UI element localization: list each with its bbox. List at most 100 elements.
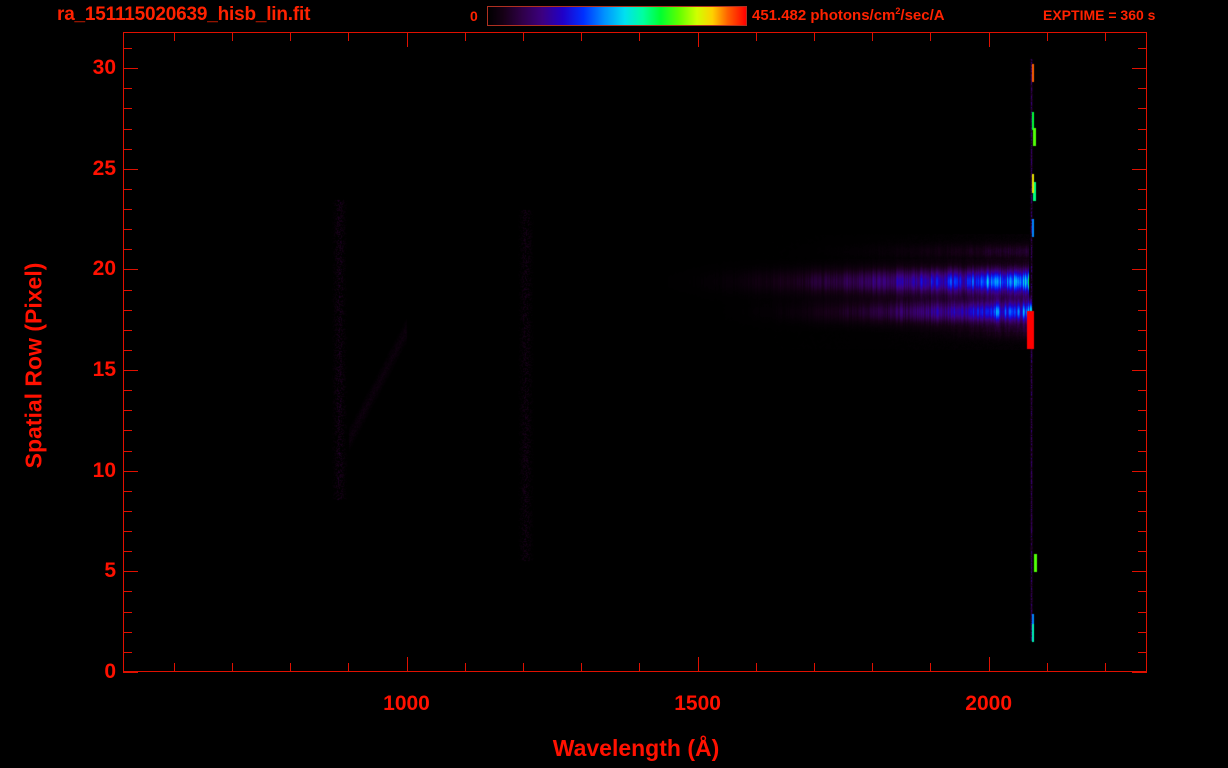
y-minor-tick-right (1138, 551, 1147, 552)
y-minor-tick-right (1138, 591, 1147, 592)
y-minor-tick (123, 48, 132, 49)
y-tick-label: 5 (104, 559, 116, 583)
x-minor-tick-top (872, 32, 873, 41)
y-tick-label: 10 (92, 458, 116, 482)
y-minor-tick (123, 551, 132, 552)
y-minor-tick-right (1138, 430, 1147, 431)
y-major-tick (123, 269, 138, 270)
y-minor-tick (123, 410, 132, 411)
y-major-tick (123, 370, 138, 371)
x-tick-label: 2000 (965, 692, 1012, 715)
x-major-tick-top (698, 32, 699, 47)
y-major-tick-right (1132, 269, 1147, 270)
y-minor-tick (123, 129, 132, 130)
y-major-tick (123, 571, 138, 572)
y-major-tick-right (1132, 169, 1147, 170)
y-minor-tick (123, 632, 132, 633)
x-minor-tick (1105, 663, 1106, 672)
y-tick-label: 20 (92, 257, 116, 281)
x-minor-tick (872, 663, 873, 672)
y-major-tick (123, 68, 138, 69)
y-major-tick-right (1132, 672, 1147, 673)
x-major-tick-top (407, 32, 408, 47)
colorbar (487, 6, 747, 26)
y-minor-tick-right (1138, 149, 1147, 150)
y-minor-tick-right (1138, 330, 1147, 331)
y-minor-tick-right (1138, 612, 1147, 613)
x-major-tick (407, 657, 408, 672)
y-minor-tick (123, 390, 132, 391)
x-minor-tick (174, 663, 175, 672)
y-minor-tick-right (1138, 632, 1147, 633)
y-minor-tick (123, 652, 132, 653)
y-minor-tick (123, 430, 132, 431)
x-minor-tick-top (523, 32, 524, 41)
y-minor-tick-right (1138, 108, 1147, 109)
y-major-tick (123, 169, 138, 170)
x-tick-label: 1000 (383, 692, 430, 715)
y-minor-tick-right (1138, 390, 1147, 391)
x-minor-tick-top (1105, 32, 1106, 41)
x-minor-tick (290, 663, 291, 672)
x-major-tick (698, 657, 699, 672)
x-minor-tick-top (232, 32, 233, 41)
spectrogram-plot-frame (123, 32, 1147, 672)
y-minor-tick (123, 612, 132, 613)
y-minor-tick-right (1138, 249, 1147, 250)
x-minor-tick (465, 663, 466, 672)
y-minor-tick (123, 451, 132, 452)
y-minor-tick-right (1138, 451, 1147, 452)
y-minor-tick (123, 249, 132, 250)
x-tick-label: 1500 (674, 692, 721, 715)
y-minor-tick-right (1138, 531, 1147, 532)
x-axis-title: Wavelength (Å) (552, 735, 720, 761)
image-filename-title: ra_151115020639_hisb_lin.fit (57, 4, 311, 25)
y-minor-tick-right (1138, 310, 1147, 311)
x-minor-tick (1047, 663, 1048, 672)
y-minor-tick (123, 290, 132, 291)
y-minor-tick-right (1138, 290, 1147, 291)
y-minor-tick-right (1138, 48, 1147, 49)
x-minor-tick-top (465, 32, 466, 41)
x-minor-tick-top (174, 32, 175, 41)
y-minor-tick (123, 229, 132, 230)
y-major-tick-right (1132, 68, 1147, 69)
y-minor-tick-right (1138, 350, 1147, 351)
x-minor-tick (523, 663, 524, 672)
colorbar-max-suffix: /sec/A (900, 7, 945, 24)
y-minor-tick (123, 209, 132, 210)
y-minor-tick (123, 108, 132, 109)
x-minor-tick (756, 663, 757, 672)
x-minor-tick (348, 663, 349, 672)
y-tick-label: 15 (92, 358, 116, 382)
y-major-tick-right (1132, 370, 1147, 371)
y-major-tick (123, 672, 138, 673)
y-major-tick-right (1132, 471, 1147, 472)
x-minor-tick (232, 663, 233, 672)
y-minor-tick-right (1138, 652, 1147, 653)
y-minor-tick (123, 511, 132, 512)
y-minor-tick (123, 330, 132, 331)
y-minor-tick (123, 531, 132, 532)
y-minor-tick-right (1138, 229, 1147, 230)
y-tick-label: 30 (92, 56, 116, 80)
colorbar-max-superscript: 2 (895, 6, 901, 16)
y-minor-tick-right (1138, 189, 1147, 190)
x-minor-tick-top (930, 32, 931, 41)
colorbar-gradient (488, 7, 746, 25)
x-major-tick (989, 657, 990, 672)
y-tick-label: 25 (92, 156, 116, 180)
y-minor-tick-right (1138, 491, 1147, 492)
y-minor-tick (123, 310, 132, 311)
y-minor-tick (123, 491, 132, 492)
x-minor-tick-top (639, 32, 640, 41)
colorbar-min-label: 0 (470, 8, 478, 24)
y-minor-tick (123, 591, 132, 592)
x-minor-tick (639, 663, 640, 672)
y-minor-tick-right (1138, 410, 1147, 411)
x-minor-tick (581, 663, 582, 672)
x-minor-tick-top (290, 32, 291, 41)
x-minor-tick (930, 663, 931, 672)
x-minor-tick-top (814, 32, 815, 41)
